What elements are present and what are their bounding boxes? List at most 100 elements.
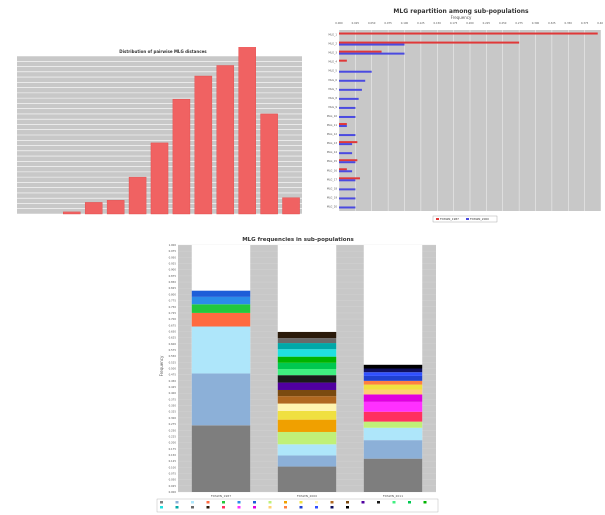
y-tick-label: 0.325 — [169, 410, 177, 414]
y-tick-label: 0.725 — [169, 311, 177, 315]
y-tick-label: MLG_11 — [327, 123, 338, 127]
legend-swatch — [253, 501, 256, 504]
stack-segment — [277, 368, 337, 376]
bar-fdswn_2000 — [339, 197, 356, 200]
x-tick-label: 0.375 — [581, 21, 589, 25]
stack-segment — [277, 331, 337, 339]
y-tick-label: MLG_13 — [327, 141, 338, 145]
legend-swatch — [466, 218, 469, 220]
stack-segment — [363, 375, 423, 381]
stack-segment — [277, 444, 337, 456]
x-tick-label: 0.300 — [532, 21, 540, 25]
legend-swatch — [361, 501, 365, 504]
stack-segment — [363, 401, 423, 412]
y-tick-label: 0.525 — [169, 360, 177, 364]
legend-label: FDSWN_1987 — [440, 217, 459, 221]
legend-swatch — [392, 501, 396, 504]
bar-fdswn_1987 — [339, 59, 347, 62]
bar — [63, 211, 81, 215]
y-tick-label: 0.350 — [169, 404, 177, 408]
stack-segment — [363, 389, 423, 395]
y-tick-label: 0.225 — [169, 434, 177, 438]
x-tick-label: 0.125 — [417, 21, 425, 25]
y-tick-label: MLG_8 — [328, 96, 337, 100]
bar-fdswn_1987 — [339, 32, 598, 35]
stack-segment — [363, 440, 423, 459]
stack-segment — [363, 458, 423, 492]
y-tick-label: 0.400 — [169, 391, 177, 395]
x-tick-label: 0.150 — [434, 21, 442, 25]
y-tick-label: MLG_4 — [328, 60, 337, 64]
stack-segment — [277, 349, 337, 357]
stack-segment — [363, 411, 423, 422]
y-tick-label: MLG_5 — [328, 69, 337, 73]
bar-fdswn_2000 — [339, 188, 356, 191]
y-tick-label: 0.050 — [169, 478, 177, 482]
y-tick-label: 1.000 — [169, 243, 177, 247]
y-tick-label: MLG_3 — [328, 51, 337, 55]
pairwise-distance-chart: Distribution of pairwise MLG distances — [17, 47, 302, 215]
bar-fdswn_2000 — [339, 206, 356, 209]
stack-segment — [277, 419, 337, 432]
chart-title: MLG repartition among sub-populations — [393, 8, 529, 15]
x-tick-label: 0.250 — [499, 21, 507, 25]
y-tick-label: 0.200 — [169, 441, 177, 445]
bar-fdswn_1987 — [339, 50, 382, 53]
legend-swatch — [346, 501, 349, 504]
y-tick-label: MLG_1 — [328, 33, 337, 37]
legend-swatch — [330, 506, 334, 509]
y-tick-label: 0.875 — [169, 274, 177, 278]
bar-fdswn_1987 — [339, 177, 360, 180]
x-tick-label: 0.175 — [450, 21, 458, 25]
bar-fdswn_2000 — [339, 52, 405, 55]
legend-swatch — [222, 506, 225, 509]
stack-segment — [277, 356, 337, 363]
y-tick-label: MLG_16 — [327, 168, 338, 172]
stack-segment — [191, 425, 251, 492]
y-axis-label: Frequency — [159, 355, 164, 376]
y-tick-label: 0.275 — [169, 422, 177, 426]
x-tick-label: 0.400 — [597, 21, 603, 25]
stack-segment — [363, 394, 423, 402]
bar — [194, 75, 213, 215]
legend-swatch — [299, 501, 303, 504]
bar-fdswn_2000 — [339, 161, 356, 164]
y-tick-label: 0.100 — [169, 465, 177, 469]
y-tick-label: 0.750 — [169, 305, 177, 309]
legend-label: FDSWN_2000 — [470, 217, 489, 221]
stack-segment — [277, 362, 337, 369]
bar-fdswn_2000 — [339, 152, 353, 155]
y-tick-label: MLG_10 — [327, 114, 338, 118]
legend-swatch — [315, 506, 318, 509]
bar — [260, 113, 278, 215]
y-tick-label: MLG_12 — [327, 132, 338, 136]
stack-segment — [191, 373, 251, 426]
legend-box — [432, 215, 498, 223]
y-tick-label: MLG_7 — [328, 87, 337, 91]
legend-box — [156, 498, 439, 513]
mlg-repartition-chart: MLG repartition among sub-populations Fr… — [327, 8, 603, 223]
legend-swatch — [268, 501, 272, 504]
y-tick-label: 0.500 — [169, 367, 177, 371]
chart-title: MLG frequencies in sub-populations — [242, 237, 354, 243]
y-tick-label: 0.650 — [169, 329, 177, 333]
legend-swatch — [160, 506, 163, 509]
stack-segment — [363, 368, 423, 373]
y-tick-label: 0.250 — [169, 428, 177, 432]
y-tick-label: 0.850 — [169, 280, 177, 284]
legend-swatch — [237, 506, 241, 509]
y-tick-label: 0.425 — [169, 385, 177, 389]
bar — [128, 176, 147, 215]
bar-fdswn_2000 — [339, 134, 356, 137]
stack-segment — [277, 389, 337, 397]
stack-segment — [191, 326, 251, 374]
stack-segment — [277, 396, 337, 404]
legend-swatch — [436, 218, 439, 220]
x-tick-label: 0.225 — [483, 21, 491, 25]
stack-segment — [363, 364, 423, 369]
legend-swatch — [175, 506, 179, 509]
y-tick-label: 0.125 — [169, 459, 177, 463]
stack-segment — [191, 290, 251, 297]
bar-fdswn_1987 — [339, 159, 358, 162]
y-tick-label: 0.800 — [169, 292, 177, 296]
